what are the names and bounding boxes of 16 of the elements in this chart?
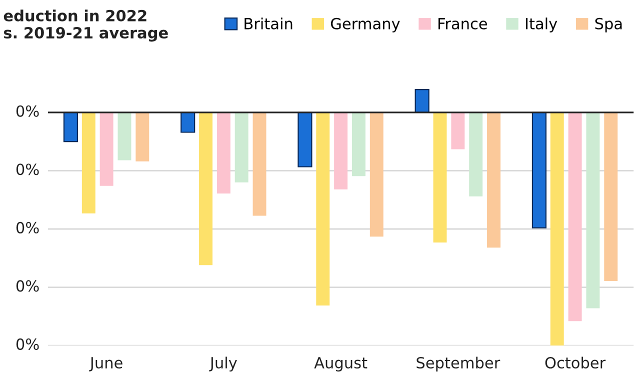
text: 0% (16, 280, 39, 292)
legend-label: Germany (330, 18, 400, 32)
text: 0% (16, 164, 39, 176)
x-tick-label: October (545, 356, 606, 369)
x-tick-label: August (314, 357, 368, 372)
chart-title: eduction in 2022 s. 2019-21 average (4, 10, 168, 42)
legend-label: Italy (526, 18, 558, 32)
text: 0% (16, 338, 39, 350)
x-tick-label: September (416, 356, 500, 372)
x-tick-label: June (89, 357, 122, 372)
legend-label: France (438, 18, 487, 30)
text: 0% (16, 222, 39, 234)
text: 0% (16, 105, 39, 117)
x-tick-label: July (209, 356, 237, 372)
legend-label: Spa (595, 18, 622, 32)
legend-label: Britain (244, 18, 292, 30)
